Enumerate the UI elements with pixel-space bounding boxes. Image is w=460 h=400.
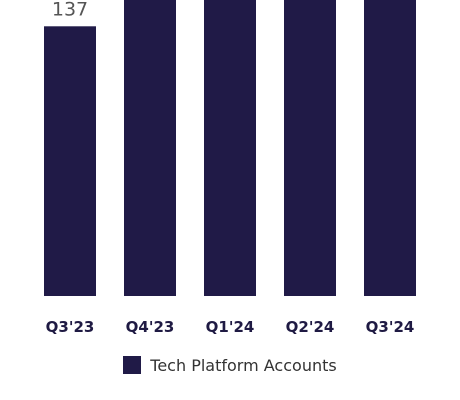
x-tick-label-1: Q4'23 xyxy=(126,318,175,336)
legend-label: Tech Platform Accounts xyxy=(150,355,337,375)
legend-swatch xyxy=(123,356,142,374)
bar-3 xyxy=(284,0,336,296)
x-tick-label-0: Q3'23 xyxy=(46,318,95,336)
bar-0 xyxy=(44,26,96,297)
x-tick-label-2: Q1'24 xyxy=(206,318,255,336)
value-label-0: 137 xyxy=(52,0,88,20)
x-tick-label-4: Q3'24 xyxy=(366,318,415,336)
x-tick-label-3: Q2'24 xyxy=(286,318,335,336)
bar-1 xyxy=(124,0,176,297)
bar-2 xyxy=(204,0,256,296)
bar-4 xyxy=(364,0,416,296)
chart-legend: Tech Platform Accounts xyxy=(0,352,460,378)
